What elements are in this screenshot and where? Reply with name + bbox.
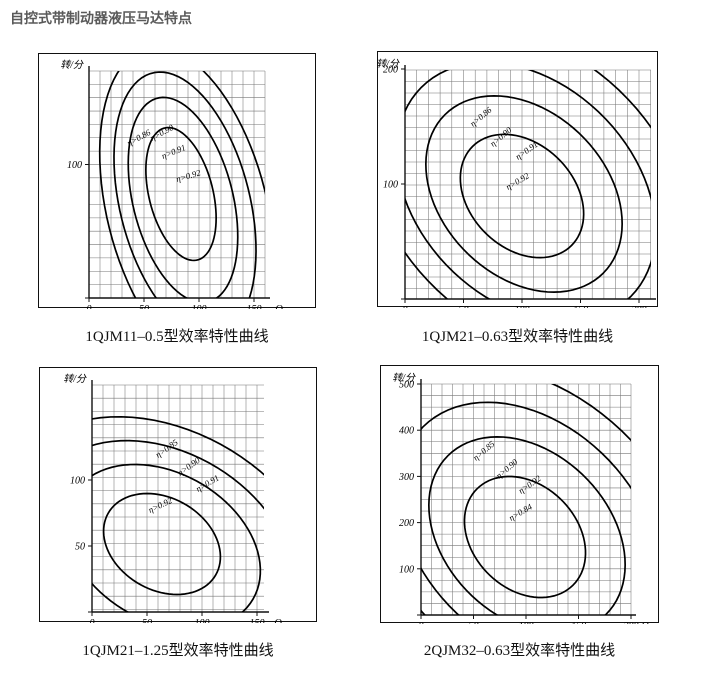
svg-text:0: 0 <box>419 621 424 624</box>
svg-text:η>0.92: η>0.92 <box>175 167 203 184</box>
svg-text:200: 200 <box>399 518 414 529</box>
svg-text:400: 400 <box>399 426 414 437</box>
svg-text:η>0.86: η>0.86 <box>468 104 494 128</box>
svg-text:100: 100 <box>192 304 207 309</box>
svg-text:0: 0 <box>403 305 408 308</box>
svg-text:100: 100 <box>519 621 534 624</box>
svg-text:Q: Q <box>275 304 283 309</box>
svg-text:η>0.86: η>0.86 <box>125 127 152 148</box>
svg-text:η>0.90: η>0.90 <box>148 122 175 143</box>
svg-text:转/分: 转/分 <box>378 58 400 70</box>
svg-text:150: 150 <box>250 618 265 623</box>
svg-text:100: 100 <box>67 160 82 171</box>
svg-text:50: 50 <box>459 305 469 308</box>
svg-text:Q: Q <box>641 621 649 624</box>
svg-text:Q: Q <box>274 618 282 623</box>
svg-text:50: 50 <box>139 304 149 309</box>
svg-text:200: 200 <box>624 621 639 624</box>
svg-text:100: 100 <box>399 564 414 575</box>
svg-text:η>0.92: η>0.92 <box>147 495 175 515</box>
svg-text:300: 300 <box>398 472 414 483</box>
svg-text:150: 150 <box>571 621 586 624</box>
svg-text:转/分: 转/分 <box>392 372 416 384</box>
svg-text:150: 150 <box>247 304 262 309</box>
svg-text:100: 100 <box>195 618 210 623</box>
svg-text:0: 0 <box>90 618 95 623</box>
svg-text:η>0.84: η>0.84 <box>507 501 534 523</box>
svg-text:50: 50 <box>142 618 152 623</box>
svg-text:转/分: 转/分 <box>60 59 84 71</box>
svg-text:150: 150 <box>573 305 588 308</box>
svg-text:100: 100 <box>70 476 85 487</box>
svg-text:0: 0 <box>87 304 92 309</box>
svg-text:转/分: 转/分 <box>63 373 87 385</box>
svg-text:200: 200 <box>632 305 647 308</box>
svg-text:50: 50 <box>469 621 479 624</box>
svg-text:100: 100 <box>383 180 398 191</box>
svg-text:η>0.91: η>0.91 <box>160 142 187 161</box>
svg-text:100: 100 <box>515 305 530 308</box>
svg-text:50: 50 <box>75 542 85 553</box>
